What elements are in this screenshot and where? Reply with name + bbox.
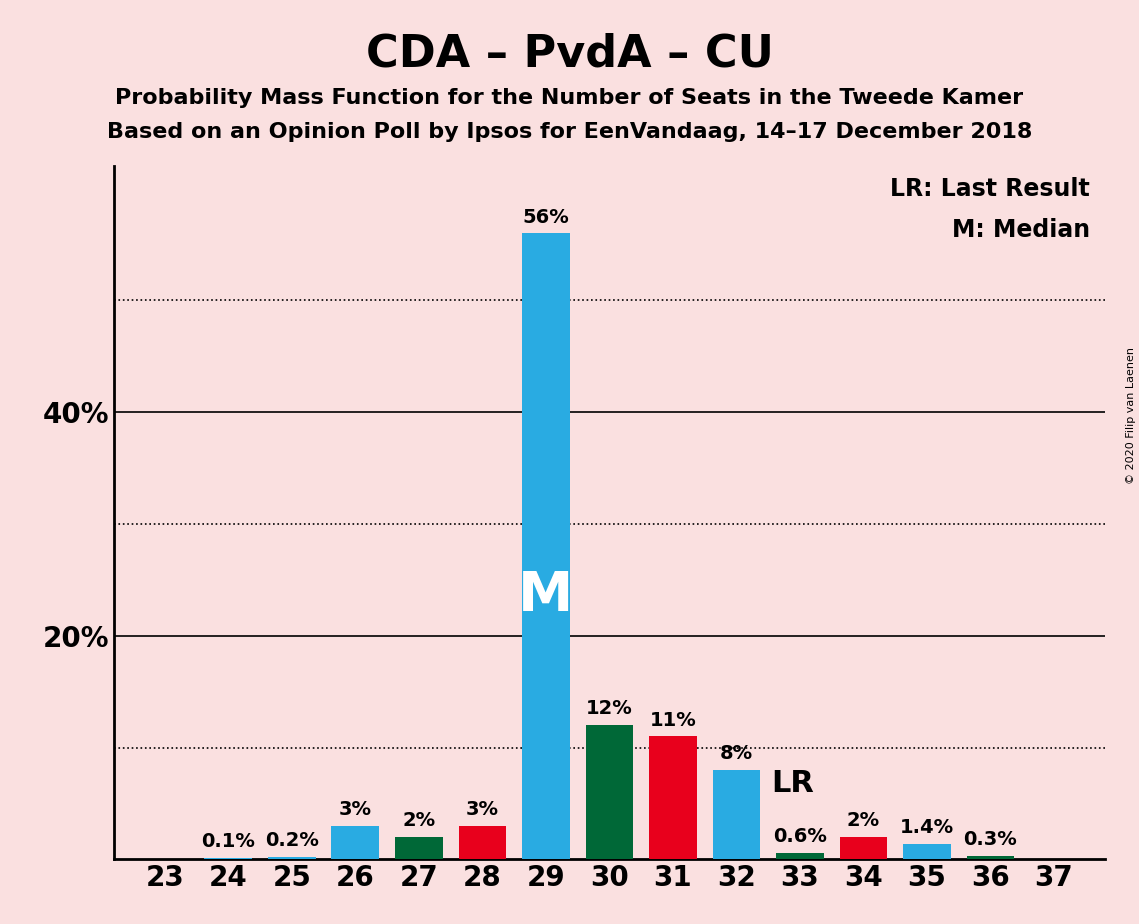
Bar <box>713 770 760 859</box>
Text: 3%: 3% <box>466 800 499 819</box>
Bar <box>395 837 443 859</box>
Bar <box>459 826 506 859</box>
Text: 1.4%: 1.4% <box>900 818 954 837</box>
Bar <box>268 857 316 859</box>
Text: 8%: 8% <box>720 744 753 763</box>
Text: M: Median: M: Median <box>952 218 1090 242</box>
Text: 2%: 2% <box>847 811 880 831</box>
Text: 0.6%: 0.6% <box>773 827 827 845</box>
Text: 0.2%: 0.2% <box>265 832 319 850</box>
Bar <box>903 844 951 859</box>
Bar <box>839 837 887 859</box>
Text: LR: Last Result: LR: Last Result <box>891 176 1090 201</box>
Text: CDA – PvdA – CU: CDA – PvdA – CU <box>366 32 773 76</box>
Bar <box>649 736 697 859</box>
Text: © 2020 Filip van Laenen: © 2020 Filip van Laenen <box>1126 347 1136 484</box>
Text: LR: LR <box>771 769 814 797</box>
Bar <box>585 725 633 859</box>
Text: Probability Mass Function for the Number of Seats in the Tweede Kamer: Probability Mass Function for the Number… <box>115 88 1024 108</box>
Text: 12%: 12% <box>585 699 633 719</box>
Text: 3%: 3% <box>338 800 371 819</box>
Bar <box>331 826 379 859</box>
Text: Based on an Opinion Poll by Ipsos for EenVandaag, 14–17 December 2018: Based on an Opinion Poll by Ipsos for Ee… <box>107 122 1032 142</box>
Text: 11%: 11% <box>649 711 696 730</box>
Text: 0.1%: 0.1% <box>202 833 255 852</box>
Bar <box>522 234 570 859</box>
Bar <box>967 856 1015 859</box>
Bar <box>776 853 823 859</box>
Text: 56%: 56% <box>523 208 570 226</box>
Text: M: M <box>518 569 573 624</box>
Text: 2%: 2% <box>402 811 435 831</box>
Bar <box>204 858 252 859</box>
Text: 0.3%: 0.3% <box>964 831 1017 849</box>
